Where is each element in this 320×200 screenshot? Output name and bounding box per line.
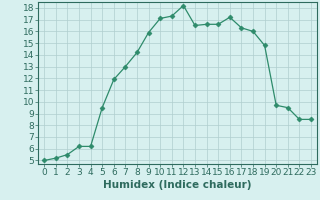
X-axis label: Humidex (Indice chaleur): Humidex (Indice chaleur) [103,180,252,190]
